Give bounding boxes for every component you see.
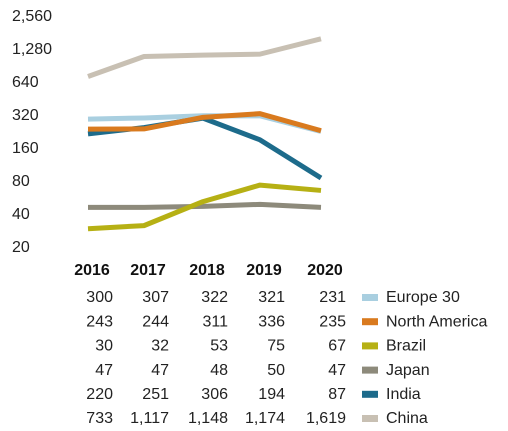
table-value: 1,148: [188, 410, 228, 427]
y-tick-label: 2,560: [12, 8, 52, 25]
y-tick-label: 40: [12, 206, 30, 223]
table-value: 306: [201, 386, 228, 403]
table-value: 733: [86, 410, 113, 427]
table-value: 47: [328, 362, 346, 379]
table-value: 307: [142, 289, 169, 306]
table-value: 53: [210, 338, 228, 355]
table-value: 244: [142, 313, 169, 330]
legend-label: Europe 30: [386, 289, 460, 306]
series-line: [87, 111, 322, 134]
y-tick-label: 320: [12, 107, 39, 124]
x-tick-label: 2020: [307, 262, 343, 279]
table-value: 1,619: [306, 410, 346, 427]
legend-label: Japan: [386, 362, 430, 379]
table-value: 50: [267, 362, 285, 379]
legend-swatch: [362, 342, 378, 350]
x-tick-label: 2016: [74, 262, 110, 279]
legend-swatch: [362, 294, 378, 301]
table-value: 194: [258, 386, 285, 403]
table-value: 243: [86, 313, 113, 330]
y-tick-label: 20: [12, 239, 30, 256]
legend-swatch: [362, 415, 378, 422]
table-value: 47: [151, 362, 169, 379]
legend-label: Brazil: [386, 338, 426, 355]
table-value: 48: [210, 362, 228, 379]
table-value: 251: [142, 386, 169, 403]
table-value: 300: [86, 289, 113, 306]
table-value: 32: [151, 338, 169, 355]
table-value: 87: [328, 386, 346, 403]
table-value: 30: [95, 338, 113, 355]
table-value: 47: [95, 362, 113, 379]
x-tick-label: 2019: [246, 262, 282, 279]
series-line: [87, 182, 322, 232]
x-tick-label: 2017: [130, 262, 166, 279]
table-value: 311: [202, 313, 228, 330]
table-value: 336: [258, 313, 285, 330]
table-value: 322: [201, 289, 228, 306]
y-tick-label: 80: [12, 173, 30, 190]
table-value: 75: [267, 338, 285, 355]
legend-swatch: [362, 366, 378, 374]
table-value: 67: [328, 338, 346, 355]
legend-swatch: [362, 318, 378, 326]
x-tick-label: 2018: [189, 262, 225, 279]
series-line: [87, 36, 322, 79]
series-line: [88, 201, 322, 210]
table-value: 1,117: [130, 410, 169, 427]
table-value: 1,174: [245, 410, 285, 427]
table-value: 220: [86, 386, 113, 403]
y-tick-label: 1,280: [12, 41, 52, 58]
y-tick-label: 160: [12, 140, 39, 157]
table-value: 235: [319, 313, 346, 330]
legend-label: China: [386, 410, 428, 427]
table-value: 321: [258, 289, 285, 306]
table-value: 231: [319, 289, 346, 306]
legend-label: India: [386, 386, 421, 403]
legend-label: North America: [386, 313, 487, 330]
legend-swatch: [362, 390, 378, 398]
y-tick-label: 640: [12, 74, 39, 91]
